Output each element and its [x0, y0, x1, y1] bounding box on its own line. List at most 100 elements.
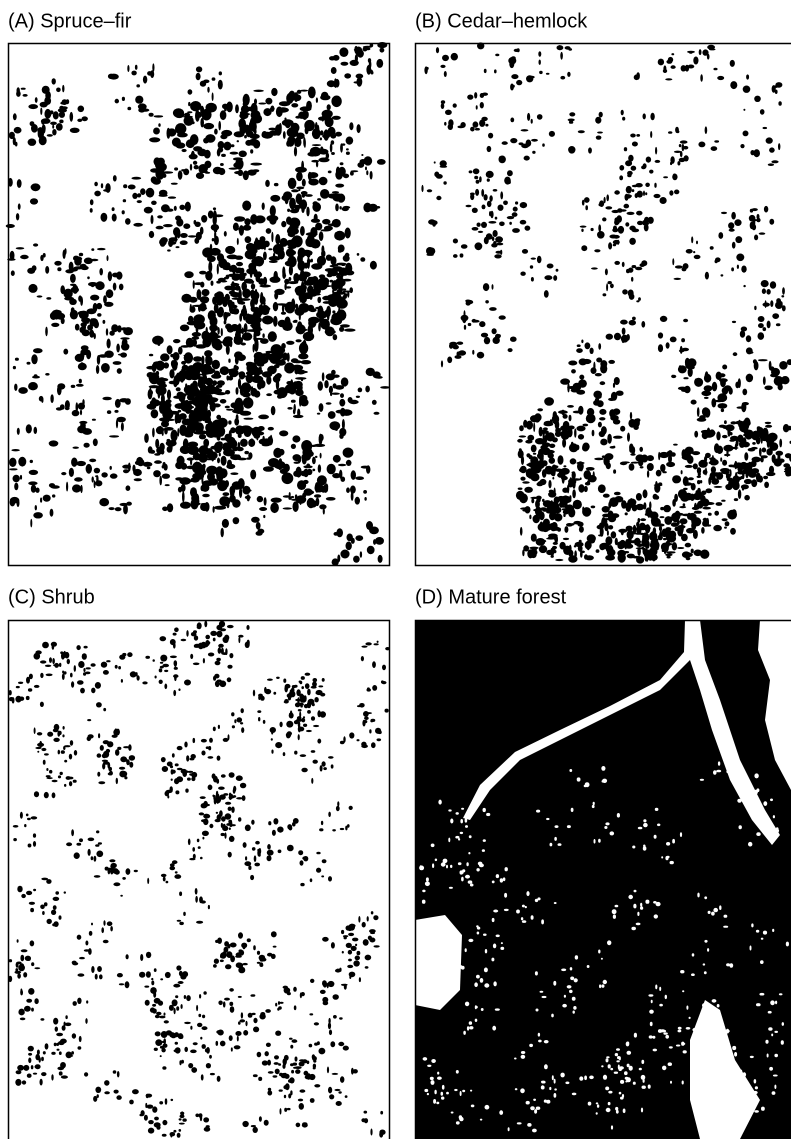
habitat-patch — [361, 744, 368, 748]
habitat-patch — [179, 1123, 185, 1125]
habitat-patch — [519, 448, 522, 452]
habitat-patch — [217, 631, 223, 638]
habitat-patch — [580, 226, 587, 228]
habitat-patch — [245, 856, 247, 860]
habitat-patch — [660, 464, 665, 472]
habitat-patch — [547, 264, 554, 269]
habitat-patch — [288, 385, 293, 391]
habitat-patch — [507, 170, 513, 176]
habitat-patch — [95, 974, 98, 980]
canopy-gap — [475, 1019, 478, 1022]
habitat-patch — [275, 742, 282, 748]
habitat-patch — [224, 312, 231, 316]
canopy-gap — [426, 877, 429, 881]
habitat-patch — [213, 638, 216, 642]
habitat-patch — [27, 362, 31, 365]
habitat-patch — [569, 121, 573, 124]
habitat-patch — [666, 551, 675, 553]
habitat-patch — [705, 126, 708, 134]
habitat-patch — [527, 113, 530, 121]
canopy-gap — [605, 1087, 609, 1091]
habitat-patch — [478, 231, 483, 233]
canopy-gap — [594, 839, 596, 844]
habitat-patch — [582, 424, 588, 427]
habitat-patch — [576, 348, 583, 353]
habitat-patch — [187, 406, 194, 409]
habitat-patch — [540, 507, 547, 510]
canopy-gap — [567, 985, 572, 988]
habitat-patch — [190, 654, 193, 659]
habitat-patch — [219, 496, 230, 506]
habitat-patch — [647, 463, 654, 471]
habitat-patch — [283, 679, 286, 683]
habitat-patch — [144, 986, 149, 988]
habitat-patch — [483, 283, 489, 291]
habitat-patch — [34, 791, 39, 797]
habitat-patch — [78, 295, 82, 301]
habitat-patch — [245, 140, 252, 146]
habitat-patch — [102, 763, 105, 770]
habitat-patch — [331, 67, 337, 74]
habitat-patch — [253, 690, 255, 697]
habitat-patch — [269, 353, 280, 364]
habitat-patch — [563, 465, 566, 467]
habitat-patch — [200, 503, 208, 511]
habitat-patch — [764, 206, 768, 213]
habitat-patch — [26, 696, 30, 700]
habitat-patch — [710, 246, 714, 250]
habitat-patch — [29, 902, 35, 905]
habitat-patch — [213, 207, 216, 210]
habitat-patch — [722, 435, 728, 438]
habitat-patch — [732, 242, 736, 249]
habitat-patch — [273, 818, 278, 824]
habitat-patch — [6, 224, 15, 228]
habitat-patch — [449, 343, 453, 349]
habitat-patch — [586, 414, 596, 423]
habitat-patch — [87, 276, 90, 279]
habitat-patch — [232, 725, 235, 728]
habitat-patch — [161, 421, 169, 428]
canopy-gap — [425, 882, 430, 887]
habitat-patch — [76, 843, 81, 846]
canopy-gap — [775, 829, 779, 833]
habitat-patch — [175, 790, 179, 794]
habitat-patch — [47, 732, 53, 737]
habitat-patch — [81, 349, 90, 355]
habitat-patch — [605, 536, 612, 545]
habitat-patch — [178, 347, 183, 355]
habitat-patch — [121, 422, 124, 431]
habitat-patch — [480, 102, 484, 108]
habitat-patch — [227, 625, 234, 628]
habitat-patch — [658, 59, 664, 66]
habitat-patch — [221, 528, 224, 537]
habitat-patch — [708, 513, 712, 516]
canopy-gap — [533, 1099, 536, 1101]
habitat-patch — [116, 778, 118, 784]
map-panel — [421, 42, 791, 563]
habitat-patch — [329, 56, 335, 60]
habitat-patch — [34, 967, 40, 969]
habitat-patch — [257, 496, 263, 502]
habitat-patch — [306, 490, 314, 494]
habitat-patch — [607, 434, 612, 444]
habitat-patch — [256, 522, 261, 530]
habitat-patch — [42, 124, 46, 132]
canopy-gap — [702, 1022, 705, 1025]
habitat-patch — [679, 506, 686, 508]
habitat-patch — [86, 667, 91, 669]
habitat-patch — [241, 727, 244, 733]
habitat-patch — [542, 460, 548, 466]
habitat-patch — [275, 234, 280, 245]
habitat-patch — [294, 320, 298, 322]
habitat-patch — [229, 988, 234, 992]
canopy-gap — [516, 910, 520, 914]
habitat-patch — [192, 321, 202, 325]
habitat-patch — [286, 341, 294, 345]
habitat-patch — [443, 181, 446, 184]
habitat-patch — [31, 1065, 34, 1069]
habitat-patch — [218, 141, 225, 149]
habitat-patch — [89, 459, 96, 463]
habitat-patch — [320, 453, 322, 459]
habitat-patch — [311, 686, 317, 689]
canopy-gap — [469, 1026, 473, 1029]
